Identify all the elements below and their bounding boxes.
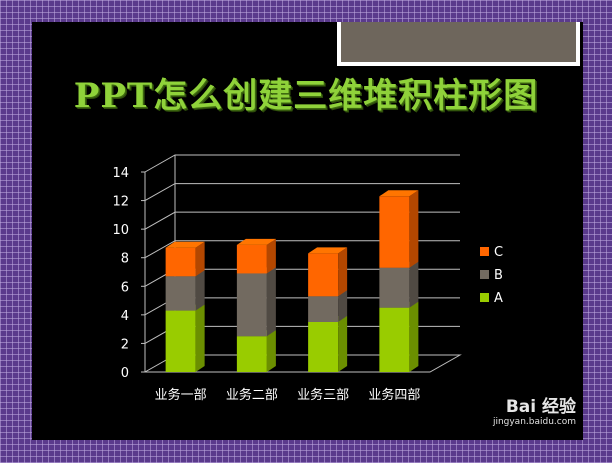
legend-swatch-a	[480, 293, 489, 302]
bar-top-c	[165, 241, 205, 248]
gridline	[144, 211, 460, 230]
bar-segment-b	[379, 267, 410, 308]
gridline	[144, 240, 460, 259]
gridline	[144, 183, 460, 202]
bar-side-c	[338, 247, 348, 297]
bar-top-c	[379, 190, 419, 197]
legend-swatch-c	[480, 247, 489, 256]
bar-segment-b	[308, 296, 339, 322]
legend-label-c: C	[494, 245, 503, 260]
bar-top-c	[236, 238, 276, 245]
y-tick-label: 14	[112, 166, 129, 181]
legend-swatch-b	[480, 270, 489, 279]
bar-segment-c	[379, 196, 410, 268]
bar-segment-a	[308, 322, 339, 372]
bar-side-b	[338, 290, 348, 322]
bar-segment-c	[308, 253, 339, 297]
y-tick-label: 8	[121, 252, 129, 267]
watermark-url: jingyan.baidu.com	[492, 417, 576, 427]
bar-segment-b	[165, 276, 196, 311]
watermark: Bai 经验 jingyan.baidu.com	[476, 392, 576, 427]
bar-segment-c	[236, 244, 267, 274]
x-category-label: 业务四部	[368, 387, 420, 403]
bar-segment-a	[236, 336, 267, 372]
y-tick-label: 6	[121, 280, 129, 295]
y-tick-label: 0	[121, 366, 129, 381]
legend-label-a: A	[494, 291, 503, 306]
bar-side-c	[409, 190, 419, 268]
y-tick-label: 10	[112, 223, 129, 238]
bar-side-b	[266, 267, 276, 337]
gridline	[144, 154, 460, 173]
y-tick-label: 2	[121, 337, 129, 352]
bar-side-a	[195, 304, 205, 372]
x-category-label: 业务二部	[226, 387, 278, 403]
bar-side-a	[266, 330, 276, 372]
bar-top-c	[308, 247, 348, 254]
y-tick-label: 12	[112, 195, 129, 210]
bar-side-c	[266, 238, 276, 274]
bar-side-c	[195, 241, 205, 277]
bar-segment-a	[165, 310, 196, 372]
bar-segment-b	[236, 273, 267, 337]
title-placeholder-frame	[337, 22, 580, 66]
bar-segment-c	[165, 247, 196, 277]
legend-label-b: B	[494, 268, 503, 283]
watermark-logo: Bai 经验	[505, 397, 576, 417]
bar-side-b	[409, 261, 419, 308]
bar-side-a	[409, 301, 419, 372]
x-category-label: 业务一部	[155, 387, 207, 403]
bar-segment-a	[379, 307, 410, 372]
slide-background	[32, 22, 583, 440]
slide-title: PPT怎么创建三维堆积柱形图	[73, 76, 539, 116]
x-category-label: 业务三部	[297, 387, 349, 403]
y-tick-label: 4	[121, 309, 129, 324]
bar-side-a	[338, 316, 348, 372]
bar-side-b	[195, 270, 205, 311]
